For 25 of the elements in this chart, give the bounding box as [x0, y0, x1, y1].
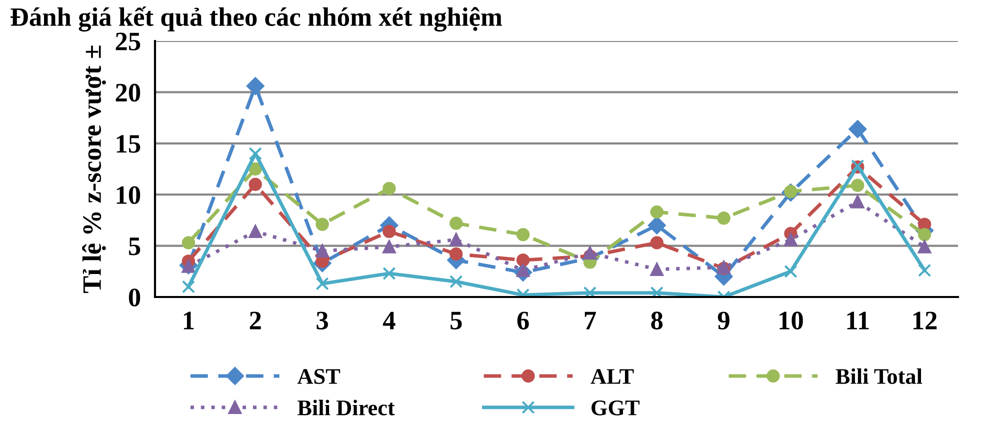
y-tick-label: 0	[128, 288, 140, 306]
legend-label: Bili Direct	[298, 400, 395, 416]
legend-label: ALT	[590, 369, 634, 384]
chart-title: Đánh giá kết quả theo các nhóm xét nghiệm	[10, 6, 502, 32]
x-tick-label: 11	[847, 312, 869, 330]
y-tick-label: 15	[116, 135, 140, 153]
x-tick-label: 3	[316, 312, 328, 330]
x-tick-label: 5	[450, 312, 462, 330]
x-tick-label: 6	[517, 312, 529, 330]
x-tick-label: 8	[651, 312, 663, 330]
x-tick-label: 10	[780, 312, 803, 330]
y-tick-label: 20	[116, 84, 140, 102]
x-tick-label: 7	[584, 312, 596, 330]
y-tick-label: 25	[116, 32, 140, 50]
y-axis-title: Tỉ lệ % z-score vượt ±	[82, 46, 106, 294]
legend-label: GGT	[592, 400, 640, 416]
x-tick-label: 1	[184, 312, 194, 330]
x-tick-label: 2	[250, 312, 261, 330]
y-tick-label: 10	[116, 186, 140, 204]
x-tick-label: 12	[913, 312, 937, 330]
x-tick-label: 9	[718, 312, 730, 330]
legend-label: Bili Total	[836, 368, 922, 384]
y-tick-label: 5	[128, 238, 140, 256]
legend-label: AST	[297, 369, 340, 384]
x-tick-label: 4	[382, 312, 396, 330]
